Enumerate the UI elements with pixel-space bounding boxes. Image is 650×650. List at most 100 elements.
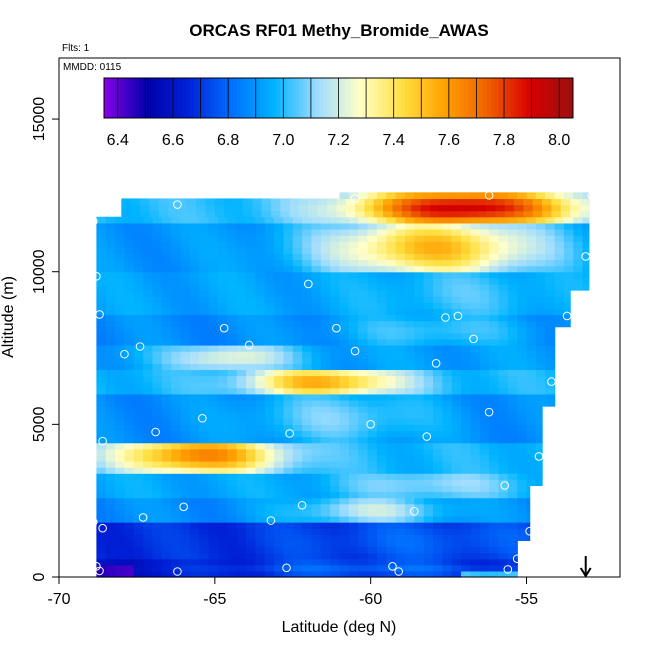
heatmap-cell: [545, 308, 556, 316]
heatmap-cell: [376, 369, 387, 377]
heatmap-cell: [302, 320, 313, 328]
heatmap-cell: [348, 326, 359, 334]
heatmap-cell: [227, 271, 238, 279]
heatmap-cell: [498, 503, 509, 511]
heatmap-cell: [246, 332, 256, 340]
heatmap-cell: [479, 448, 490, 456]
heatmap-cell: [348, 399, 359, 407]
colorbar-segment: [373, 78, 379, 118]
heatmap-cell: [274, 460, 284, 468]
heatmap-cell: [442, 369, 453, 377]
heatmap-cell: [358, 247, 369, 254]
heatmap-cell: [507, 308, 518, 316]
heatmap-cell: [274, 253, 284, 261]
sample-point: [500, 481, 509, 490]
heatmap-cell: [96, 418, 107, 425]
heatmap-cell: [274, 570, 284, 578]
heatmap-cell: [302, 351, 313, 358]
heatmap-cell: [479, 271, 490, 279]
heatmap-cell: [451, 406, 462, 413]
heatmap-cell: [535, 235, 546, 242]
heatmap-cell: [292, 320, 303, 328]
heatmap-cell: [199, 381, 210, 389]
heatmap-cell: [217, 503, 228, 511]
heatmap-cell: [470, 497, 481, 505]
heatmap-cell: [236, 296, 247, 303]
heatmap-cell: [442, 308, 453, 316]
heatmap-cell: [283, 265, 294, 273]
heatmap-cell: [423, 265, 434, 273]
heatmap-cell: [199, 424, 210, 432]
heatmap-cell: [545, 265, 556, 273]
heatmap-cell: [302, 406, 313, 413]
heatmap-cell: [217, 442, 228, 450]
heatmap-cell: [395, 399, 406, 407]
heatmap-cell: [404, 497, 415, 505]
heatmap-cell: [96, 308, 107, 316]
heatmap-cell: [348, 564, 359, 572]
heatmap-cell: [152, 381, 163, 389]
heatmap-cell: [283, 528, 294, 535]
heatmap-cell: [386, 515, 397, 523]
heatmap-cell: [171, 265, 182, 273]
heatmap-cell: [358, 534, 369, 541]
heatmap-cell: [320, 412, 331, 419]
heatmap-cell: [274, 222, 284, 230]
colorbar-segment: [299, 78, 304, 118]
heatmap-cell: [189, 399, 200, 407]
heatmap-cell: [124, 222, 135, 230]
heatmap-cell: [358, 326, 369, 334]
sample-point: [244, 340, 254, 350]
heatmap-cell: [124, 338, 135, 346]
heatmap-cell: [124, 314, 135, 322]
heatmap-cell: [507, 412, 518, 419]
heatmap-cell: [404, 393, 415, 401]
heatmap-cell: [124, 564, 135, 572]
sample-point: [581, 252, 591, 261]
heatmap-cell: [545, 344, 556, 352]
heatmap-cell: [143, 363, 154, 370]
heatmap-cell: [451, 442, 462, 450]
heatmap-cell: [264, 338, 275, 346]
heatmap-cell: [283, 326, 294, 334]
heatmap-cell: [180, 479, 191, 487]
heatmap-cell: [470, 436, 481, 444]
heatmap-cell: [451, 497, 462, 505]
heatmap-cell: [535, 454, 543, 462]
heatmap-cell: [423, 271, 434, 279]
heatmap-cell: [348, 277, 359, 285]
heatmap-cell: [274, 338, 284, 346]
heatmap-cell: [451, 558, 462, 566]
heatmap-cell: [152, 479, 163, 487]
heatmap-cell: [517, 314, 528, 322]
heatmap-cell: [404, 369, 415, 377]
heatmap-cell: [570, 204, 581, 212]
heatmap-cell: [96, 351, 107, 358]
heatmap-cell: [461, 454, 471, 462]
heatmap-cell: [479, 326, 490, 334]
heatmap-cell: [161, 247, 172, 254]
sample-point: [431, 358, 441, 368]
heatmap-cell: [414, 454, 425, 462]
heatmap-cell: [311, 406, 322, 413]
heatmap-cell: [115, 357, 126, 364]
colorbar-segment: [541, 78, 547, 118]
heatmap-cell: [395, 332, 406, 340]
heatmap-cell: [124, 357, 135, 364]
heatmap-cell: [479, 332, 490, 340]
heatmap-cell: [255, 522, 266, 529]
heatmap-cell: [339, 491, 350, 499]
heatmap-cell: [302, 344, 313, 352]
heatmap-cell: [255, 253, 266, 261]
heatmap-cell: [96, 491, 107, 499]
heatmap-cell: [96, 296, 107, 303]
heatmap-cell: [376, 265, 387, 273]
heatmap-cell: [367, 375, 378, 383]
heatmap-cell: [189, 485, 200, 493]
heatmap-cell: [199, 509, 210, 517]
heatmap-cell: [507, 460, 518, 468]
heatmap-cell: [261, 204, 272, 212]
heatmap-cell: [143, 479, 154, 487]
heatmap-cell: [358, 338, 369, 346]
heatmap-cell: [545, 332, 556, 340]
